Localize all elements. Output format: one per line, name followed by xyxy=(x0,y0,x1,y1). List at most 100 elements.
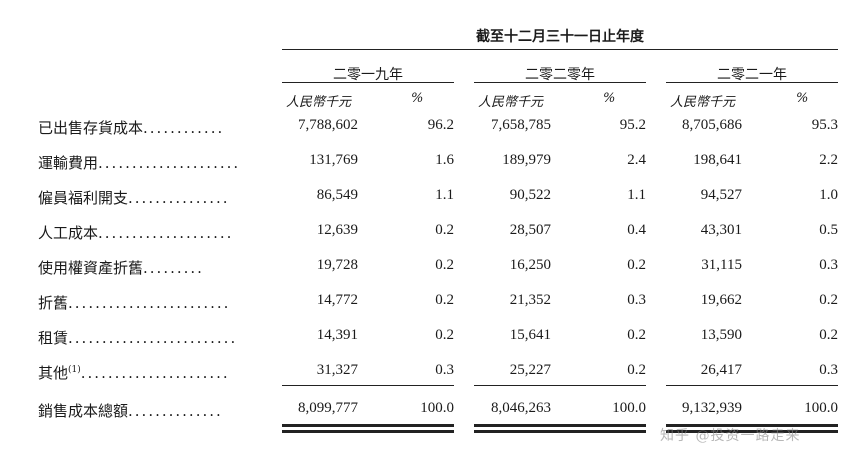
row-4-label-text: 人工成本 xyxy=(38,224,99,242)
row-7-2020-amount: 15,641 xyxy=(509,327,551,343)
subtotal-rule-2019 xyxy=(282,385,454,386)
row-6-2019-percent: 0.2 xyxy=(435,292,454,308)
unit-percent-2020: % xyxy=(603,91,616,106)
row-7-label-text: 租賃 xyxy=(38,329,69,347)
row-2-2020-percent: 2.4 xyxy=(627,152,646,168)
row-3-label: 僱員福利開支............... xyxy=(38,187,230,208)
total-row-2020-percent: 100.0 xyxy=(612,400,646,416)
total-row-label-text: 銷售成本總額 xyxy=(38,402,129,420)
row-5-leader-dots: ......... xyxy=(143,259,204,277)
total-double-rule-2019-b xyxy=(282,430,454,433)
row-3-2020-percent: 1.1 xyxy=(627,187,646,203)
year-rule-2020 xyxy=(474,82,646,83)
row-2-label-text: 運輸費用 xyxy=(38,154,99,172)
unit-percent-2019: % xyxy=(411,91,424,106)
row-1-2019-percent: 96.2 xyxy=(427,117,454,133)
row-2-2021-percent: 2.2 xyxy=(819,152,838,168)
row-6-2020-percent: 0.3 xyxy=(627,292,646,308)
year-rule-2021 xyxy=(666,82,838,83)
total-row-leader-dots: .............. xyxy=(128,402,223,420)
row-4-label: 人工成本.................... xyxy=(38,222,233,243)
row-7-label: 租賃......................... xyxy=(38,327,237,348)
row-6-2019-amount: 14,772 xyxy=(316,292,358,308)
row-5-label-text: 使用權資產折舊 xyxy=(38,259,144,277)
row-2-2019-percent: 1.6 xyxy=(435,152,454,168)
row-2-leader-dots: ..................... xyxy=(98,154,241,172)
row-1-2020-percent: 95.2 xyxy=(619,117,646,133)
row-1-2021-percent: 95.3 xyxy=(811,117,838,133)
row-2-2021-amount: 198,641 xyxy=(693,152,742,168)
total-double-rule-2021-b xyxy=(666,430,838,433)
row-5-2021-amount: 31,115 xyxy=(701,257,742,273)
row-3-label-text: 僱員福利開支 xyxy=(38,189,129,207)
subtotal-rule-2021 xyxy=(666,385,838,386)
unit-currency-2020: 人民幣千元 xyxy=(478,95,544,110)
year-rule-2019 xyxy=(282,82,454,83)
title-rule xyxy=(282,49,838,50)
row-7-2021-percent: 0.2 xyxy=(819,327,838,343)
unit-currency-2021: 人民幣千元 xyxy=(670,95,736,110)
row-8-label: 其他(1)...................... xyxy=(38,362,230,383)
row-6-2021-percent: 0.2 xyxy=(819,292,838,308)
row-6-2021-amount: 19,662 xyxy=(700,292,742,308)
total-double-rule-2020-a xyxy=(474,424,646,427)
row-4-2020-percent: 0.4 xyxy=(627,222,646,238)
subtotal-rule-2020 xyxy=(474,385,646,386)
row-3-2021-amount: 94,527 xyxy=(700,187,742,203)
row-4-2020-amount: 28,507 xyxy=(509,222,551,238)
row-1-leader-dots: ............ xyxy=(143,119,225,137)
total-row-2020-amount: 8,046,263 xyxy=(491,400,551,416)
row-3-2021-percent: 1.0 xyxy=(819,187,838,203)
row-7-2020-percent: 0.2 xyxy=(627,327,646,343)
row-1-label: 已出售存貨成本............ xyxy=(38,117,224,138)
row-8-2021-percent: 0.3 xyxy=(819,362,838,378)
row-8-2020-percent: 0.2 xyxy=(627,362,646,378)
total-row-2019-amount: 8,099,777 xyxy=(298,400,358,416)
row-6-2020-amount: 21,352 xyxy=(509,292,551,308)
year-header-2019: 二零一九年 xyxy=(333,67,403,83)
total-double-rule-2021-a xyxy=(666,424,838,427)
row-3-leader-dots: ............... xyxy=(128,189,230,207)
total-row-2021-amount: 9,132,939 xyxy=(682,400,742,416)
row-5-2019-amount: 19,728 xyxy=(316,257,358,273)
row-7-2019-amount: 14,391 xyxy=(316,327,358,343)
total-row-label: 銷售成本總額.............. xyxy=(38,400,223,421)
row-8-leader-dots: ...................... xyxy=(80,364,230,382)
row-4-2021-percent: 0.5 xyxy=(819,222,838,238)
table-title: 截至十二月三十一日止年度 xyxy=(476,29,644,45)
unit-currency-2019: 人民幣千元 xyxy=(286,95,352,110)
row-8-2020-amount: 25,227 xyxy=(509,362,551,378)
row-5-label: 使用權資產折舊......... xyxy=(38,257,204,278)
row-2-2019-amount: 131,769 xyxy=(309,152,358,168)
row-5-2021-percent: 0.3 xyxy=(819,257,838,273)
row-5-2020-percent: 0.2 xyxy=(627,257,646,273)
total-row-2021-percent: 100.0 xyxy=(804,400,838,416)
row-2-2020-amount: 189,979 xyxy=(502,152,551,168)
row-7-2021-amount: 13,590 xyxy=(700,327,742,343)
row-4-2019-percent: 0.2 xyxy=(435,222,454,238)
total-double-rule-2019-a xyxy=(282,424,454,427)
total-row-2019-percent: 100.0 xyxy=(420,400,454,416)
row-8-label-text: 其他 xyxy=(38,364,69,382)
row-8-footnote-mark: (1) xyxy=(68,365,81,375)
row-6-leader-dots: ........................ xyxy=(68,294,231,312)
row-1-2021-amount: 8,705,686 xyxy=(682,117,742,133)
year-header-2020: 二零二零年 xyxy=(525,67,595,83)
row-8-2021-amount: 26,417 xyxy=(700,362,742,378)
row-6-label: 折舊........................ xyxy=(38,292,230,313)
row-4-leader-dots: .................... xyxy=(98,224,234,242)
row-4-2021-amount: 43,301 xyxy=(700,222,742,238)
row-6-label-text: 折舊 xyxy=(38,294,69,312)
unit-percent-2021: % xyxy=(796,91,809,106)
year-header-2021: 二零二一年 xyxy=(717,67,787,83)
row-1-label-text: 已出售存貨成本 xyxy=(38,119,144,137)
row-8-2019-percent: 0.3 xyxy=(435,362,454,378)
row-8-2019-amount: 31,327 xyxy=(316,362,358,378)
row-5-2019-percent: 0.2 xyxy=(435,257,454,273)
watermark: 知乎 @投资一路走来 xyxy=(660,428,801,444)
row-7-2019-percent: 0.2 xyxy=(435,327,454,343)
row-4-2019-amount: 12,639 xyxy=(316,222,358,238)
row-1-2020-amount: 7,658,785 xyxy=(491,117,551,133)
row-1-2019-amount: 7,788,602 xyxy=(298,117,358,133)
total-double-rule-2020-b xyxy=(474,430,646,433)
